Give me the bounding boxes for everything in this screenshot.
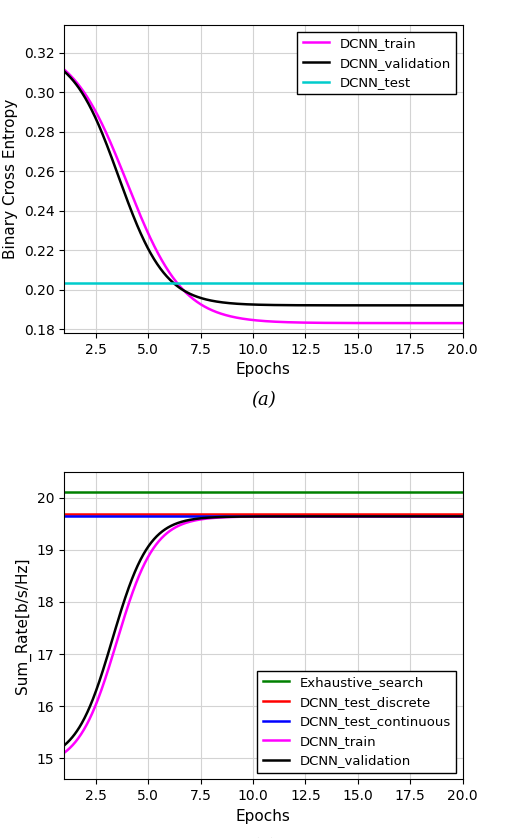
DCNN_train [372, 318, 378, 328]
DCNN_validation [372, 511, 378, 521]
DCNN_train [222, 310, 228, 320]
DCNN_test_discrete [40, 510, 46, 520]
DCNN_train [236, 313, 243, 323]
DCNN_test_discrete [61, 510, 67, 520]
DCNN_validation [102, 659, 108, 669]
DCNN_train [102, 675, 108, 685]
DCNN_test [40, 277, 46, 287]
DCNN_train [379, 318, 385, 328]
DCNN_validation [460, 300, 466, 310]
DCNN_train [460, 511, 466, 521]
DCNN_train [102, 125, 108, 135]
DCNN_train [61, 65, 67, 75]
DCNN_train [222, 512, 228, 522]
Line: DCNN_validation: DCNN_validation [64, 71, 463, 305]
Exhaustive_search [40, 488, 46, 498]
DCNN_validation [379, 300, 385, 310]
DCNN_validation [222, 512, 228, 522]
Line: DCNN_validation: DCNN_validation [64, 516, 463, 745]
DCNN_train [372, 511, 378, 521]
DCNN_test_continuous [40, 511, 46, 521]
Text: (a): (a) [251, 391, 276, 410]
Y-axis label: Binary Cross Entropy: Binary Cross Entropy [3, 99, 18, 259]
DCNN_train [379, 511, 385, 521]
DCNN_validation [372, 300, 378, 310]
DCNN_test_continuous [61, 511, 67, 521]
DCNN_train [460, 318, 466, 328]
DCNN_validation [460, 511, 466, 521]
DCNN_validation [236, 511, 243, 521]
Legend: DCNN_train, DCNN_validation, DCNN_test: DCNN_train, DCNN_validation, DCNN_test [297, 32, 456, 95]
DCNN_train [61, 747, 67, 758]
DCNN_validation [222, 297, 228, 308]
DCNN_validation [61, 66, 67, 76]
DCNN_validation [102, 135, 108, 145]
DCNN_train [335, 318, 341, 328]
DCNN_validation [236, 299, 243, 309]
DCNN_train [236, 512, 243, 522]
X-axis label: Epochs: Epochs [236, 362, 291, 377]
DCNN_train [335, 511, 341, 521]
DCNN_validation [61, 740, 67, 750]
DCNN_validation [335, 300, 341, 310]
X-axis label: Epochs: Epochs [236, 809, 291, 824]
DCNN_validation [379, 511, 385, 521]
Legend: Exhaustive_search, DCNN_test_discrete, DCNN_test_continuous, DCNN_train, DCNN_va: Exhaustive_search, DCNN_test_discrete, D… [257, 670, 456, 773]
Line: DCNN_train: DCNN_train [64, 516, 463, 753]
DCNN_test [61, 277, 67, 287]
Y-axis label: Sum_Rate[b/s/Hz]: Sum_Rate[b/s/Hz] [15, 557, 31, 694]
Exhaustive_search [61, 488, 67, 498]
DCNN_validation [335, 511, 341, 521]
Line: DCNN_train: DCNN_train [64, 70, 463, 323]
